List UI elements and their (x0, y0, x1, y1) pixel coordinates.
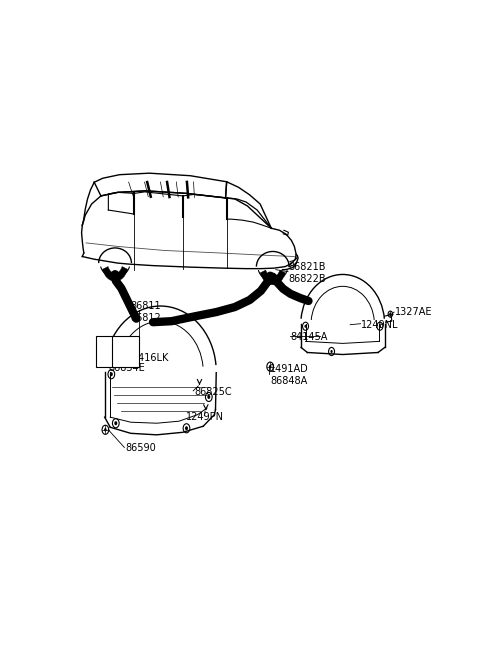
Text: 1249NL: 1249NL (361, 320, 399, 330)
Text: 1249PN: 1249PN (186, 412, 224, 422)
Text: 86825C: 86825C (194, 387, 231, 397)
Text: 86590: 86590 (125, 443, 156, 453)
Wedge shape (102, 266, 128, 281)
Text: 86821B
86822B: 86821B 86822B (289, 262, 326, 285)
Circle shape (104, 428, 107, 432)
Circle shape (389, 313, 392, 316)
Circle shape (304, 325, 307, 328)
Text: 84145A: 84145A (290, 333, 328, 342)
Text: 86834E: 86834E (108, 363, 145, 373)
Circle shape (379, 325, 381, 328)
Circle shape (112, 349, 114, 352)
Text: 1416LK: 1416LK (132, 352, 169, 363)
Circle shape (110, 372, 113, 377)
Circle shape (114, 421, 117, 425)
Text: 1491AD
86848A: 1491AD 86848A (270, 364, 309, 386)
Text: 1327AE: 1327AE (395, 307, 432, 317)
Circle shape (185, 426, 188, 430)
Text: 86811
86812: 86811 86812 (130, 301, 161, 323)
Circle shape (269, 365, 272, 369)
Circle shape (207, 395, 210, 399)
Wedge shape (260, 270, 286, 285)
Circle shape (330, 350, 333, 353)
Bar (96, 337, 139, 367)
